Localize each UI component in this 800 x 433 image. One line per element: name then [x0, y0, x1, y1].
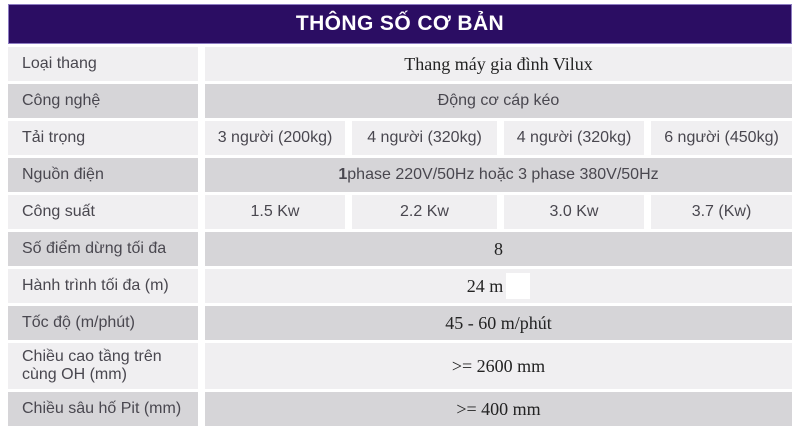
- spec-value: 4 người (320kg): [504, 121, 644, 155]
- row-label-so-diem-dung: Số điểm dừng tối đa: [8, 232, 198, 266]
- row-value-so-diem-dung: 8: [205, 232, 792, 266]
- row-value-nguon-dien: 1 phase 220V/50Hz hoặc 3 phase 380V/50Hz: [205, 158, 792, 192]
- row-label-toc-do: Tốc độ (m/phút): [8, 306, 198, 340]
- spec-sheet: THÔNG SỐ CƠ BẢN Loại thang Thang máy gia…: [8, 0, 792, 426]
- row-value-cong-nghe: Động cơ cáp kéo: [205, 84, 792, 118]
- row-label-cong-nghe: Công nghệ: [8, 84, 198, 118]
- spec-table: Loại thang Thang máy gia đình Vilux Công…: [8, 47, 792, 426]
- row-value-chieu-cao-oh: >= 2600 mm: [205, 343, 792, 389]
- row-label-cong-suat: Công suất: [8, 195, 198, 229]
- spec-value: Thang máy gia đình Vilux: [404, 53, 593, 74]
- row-value-toc-do: 45 - 60 m/phút: [205, 306, 792, 340]
- spec-value: 8: [494, 238, 503, 259]
- spec-value: 3.0 Kw: [504, 195, 644, 229]
- spec-value: 1.5 Kw: [205, 195, 345, 229]
- spec-value: 3 người (200kg): [205, 121, 345, 155]
- spec-value: >= 400 mm: [456, 398, 541, 419]
- row-label-chieu-cao-oh: Chiều cao tầng trên cùng OH (mm): [8, 343, 198, 389]
- spec-value: phase 220V/50Hz hoặc 3 phase 380V/50Hz: [347, 166, 659, 183]
- row-value-chieu-sau-pit: >= 400 mm: [205, 392, 792, 426]
- spec-value: 4 người (320kg): [352, 121, 497, 155]
- spec-value: 6 người (450kg): [651, 121, 792, 155]
- spec-value: 3.7 (Kw): [651, 195, 792, 229]
- row-label-nguon-dien: Nguồn điện: [8, 158, 198, 192]
- spec-value: 2.2 Kw: [352, 195, 497, 229]
- row-value-hanh-trinh: 24 m: [205, 269, 792, 303]
- spec-value: Động cơ cáp kéo: [437, 92, 560, 109]
- row-label-tai-trong: Tải trọng: [8, 121, 198, 155]
- row-label-hanh-trinh: Hành trình tối đa (m): [8, 269, 198, 303]
- spec-value-bold: 1: [338, 166, 348, 183]
- row-label-chieu-sau-pit: Chiều sâu hố Pit (mm): [8, 392, 198, 426]
- whiteout-patch: [506, 273, 531, 299]
- row-label-loai-thang: Loại thang: [8, 47, 198, 81]
- spec-value: 45 - 60 m/phút: [445, 312, 552, 333]
- table-header: THÔNG SỐ CƠ BẢN: [8, 4, 792, 44]
- spec-value: >= 2600 mm: [451, 355, 546, 376]
- spec-value: 24 m: [466, 275, 504, 296]
- page-title: THÔNG SỐ CƠ BẢN: [295, 12, 505, 35]
- row-value-loai-thang: Thang máy gia đình Vilux: [205, 47, 792, 81]
